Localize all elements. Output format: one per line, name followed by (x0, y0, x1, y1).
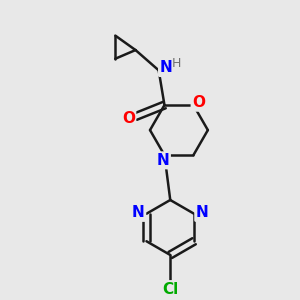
Text: N: N (160, 61, 172, 76)
Text: N: N (196, 206, 208, 220)
Text: O: O (192, 95, 205, 110)
Text: H: H (172, 57, 182, 70)
Text: O: O (122, 111, 135, 126)
Text: N: N (157, 153, 169, 168)
Text: Cl: Cl (162, 282, 178, 297)
Text: N: N (132, 206, 145, 220)
